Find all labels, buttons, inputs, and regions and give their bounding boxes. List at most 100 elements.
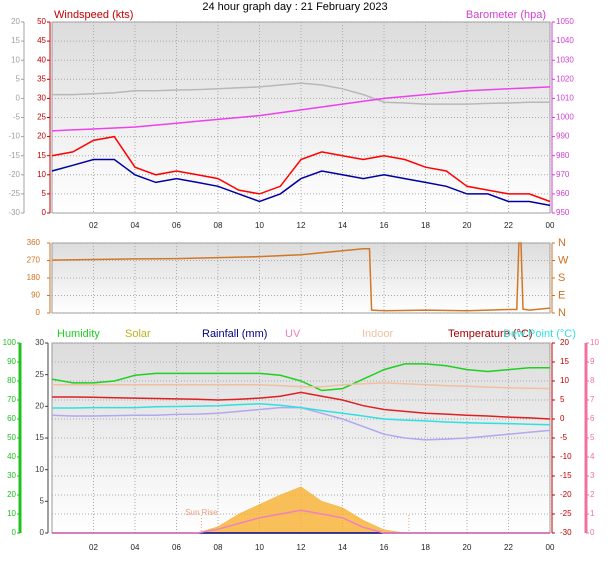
y-tick-label: -10 xyxy=(560,452,572,461)
y-tick-label: W xyxy=(558,254,569,266)
y-tick-label: 7 xyxy=(590,395,595,404)
y-tick-label: 8 xyxy=(590,376,595,385)
y-tick-label: 1010 xyxy=(556,94,574,103)
y-tick-label: 1050 xyxy=(556,17,574,26)
x-tick-label: 08 xyxy=(214,543,223,552)
y-tick-label: 20 xyxy=(37,132,46,141)
legend-entry: UV xyxy=(285,328,301,340)
y-tick-label: -30 xyxy=(8,208,20,217)
y-tick-label: 5 xyxy=(560,395,565,404)
y-tick-label: -25 xyxy=(560,509,572,518)
x-tick-label: 16 xyxy=(380,543,389,552)
y-tick-label: 15 xyxy=(37,151,46,160)
legend-entry: Dew Point (°C) xyxy=(503,328,576,340)
y-tick-label: 50 xyxy=(7,433,16,442)
legend-entry: Solar xyxy=(125,328,151,340)
y-tick-label: -5 xyxy=(13,113,21,122)
line xyxy=(52,382,551,390)
y-tick-label: 0 xyxy=(16,94,21,103)
y-tick-label: 60 xyxy=(7,414,16,423)
y-tick-label: 0 xyxy=(40,528,45,537)
y-tick-label: 950 xyxy=(556,208,570,217)
y-tick-label: 0 xyxy=(590,528,595,537)
x-tick-label: 06 xyxy=(172,221,181,230)
y-tick-label: 20 xyxy=(7,490,16,499)
y-tick-label: 990 xyxy=(556,132,570,141)
y-tick-label: 10 xyxy=(11,55,20,64)
y-tick-label: -25 xyxy=(8,189,20,198)
y-tick-label: -15 xyxy=(8,151,20,160)
x-tick-label: 06 xyxy=(172,543,181,552)
legend-entry: Humidity xyxy=(57,328,100,340)
y-tick-label: 10 xyxy=(37,170,46,179)
y-tick-label: 1040 xyxy=(556,36,574,45)
x-tick-label: 20 xyxy=(463,543,472,552)
y-tick-label: 70 xyxy=(7,395,16,404)
y-tick-label: 10 xyxy=(7,509,16,518)
x-tick-label: 20 xyxy=(463,221,472,230)
line xyxy=(52,391,551,420)
y-tick-label: 45 xyxy=(37,36,46,45)
y-tick-label: 980 xyxy=(556,151,570,160)
line xyxy=(52,82,550,105)
y-tick-label: -5 xyxy=(560,433,568,442)
title: 24 hour graph day : 21 February 2023 xyxy=(202,1,387,13)
legend-entry: Indoor xyxy=(362,328,394,340)
y2-axis-title: Barometer (hpa) xyxy=(466,9,546,21)
x-tick-label: 02 xyxy=(89,221,98,230)
y-tick-label: 0 xyxy=(36,308,41,317)
y-tick-label: S xyxy=(558,272,565,284)
y-axis-title: Windspeed (kts) xyxy=(54,9,133,21)
line xyxy=(51,158,551,207)
y-tick-label: 15 xyxy=(11,36,20,45)
y-tick-label: 30 xyxy=(35,338,44,347)
y-tick-label: 90 xyxy=(7,357,16,366)
x-tick-label: 04 xyxy=(131,543,140,552)
y-tick-label: 0 xyxy=(42,208,47,217)
x-tick-label: 12 xyxy=(297,221,306,230)
y-tick-label: 5 xyxy=(16,74,21,83)
y-tick-label: 3 xyxy=(590,471,595,480)
y-tick-label: 5 xyxy=(42,189,47,198)
y-tick-label: 40 xyxy=(37,55,46,64)
y-tick-label: 1 xyxy=(590,509,595,518)
line xyxy=(51,363,550,392)
y-tick-label: 35 xyxy=(37,74,46,83)
x-tick-label: 00 xyxy=(546,543,555,552)
x-tick-label: 14 xyxy=(338,221,347,230)
y-tick-label: -10 xyxy=(8,132,20,141)
y-tick-label: 5 xyxy=(40,496,45,505)
x-tick-label: 10 xyxy=(255,543,264,552)
y-tick-label: 80 xyxy=(7,376,16,385)
line xyxy=(52,403,551,426)
y-tick-label: 50 xyxy=(37,17,46,26)
y-tick-label: 15 xyxy=(35,433,44,442)
y-tick-label: 20 xyxy=(11,17,20,26)
y-tick-label: 970 xyxy=(556,170,570,179)
x-tick-label: 16 xyxy=(380,221,389,230)
y-tick-label: E xyxy=(558,289,565,301)
y-tick-label: -30 xyxy=(560,528,572,537)
y-tick-label: 0 xyxy=(560,414,565,423)
y-tick-label: N xyxy=(558,237,566,249)
y-tick-label: 30 xyxy=(7,471,16,480)
x-tick-label: 08 xyxy=(214,221,223,230)
x-tick-label: 18 xyxy=(421,221,430,230)
y-tick-label: 20 xyxy=(560,338,569,347)
y-tick-label: 0 xyxy=(12,528,17,537)
x-tick-label: 02 xyxy=(89,543,98,552)
x-tick-label: 00 xyxy=(546,221,555,230)
y-tick-label: 9 xyxy=(590,357,595,366)
x-tick-label: 14 xyxy=(338,543,347,552)
y-tick-label: 90 xyxy=(31,291,40,300)
y-tick-label: -20 xyxy=(560,490,572,499)
y-tick-label: -20 xyxy=(8,170,20,179)
y-tick-label: 270 xyxy=(27,256,41,265)
y-tick-label: 25 xyxy=(37,113,46,122)
legend-entry: Rainfall (mm) xyxy=(202,328,267,340)
y-tick-label: 100 xyxy=(3,338,17,347)
legend-entry: Temperature (°C) xyxy=(448,328,532,340)
y-tick-label: 6 xyxy=(590,414,595,423)
y-tick-label: 30 xyxy=(37,94,46,103)
x-tick-label: 22 xyxy=(504,221,513,230)
